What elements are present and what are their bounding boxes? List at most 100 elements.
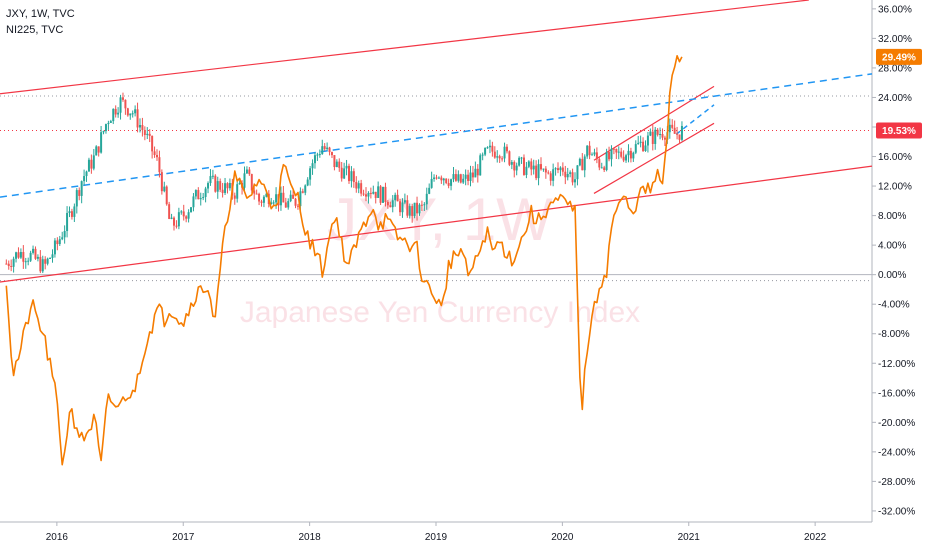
jxy-candle-body: [527, 161, 530, 167]
jxy-candle-body: [559, 167, 562, 171]
y-tick-label: 24.00%: [878, 93, 912, 104]
y-tick-label: -20.00%: [878, 418, 915, 429]
jxy-candle-body: [296, 205, 299, 207]
jxy-candle-body: [627, 150, 630, 156]
jxy-candle-body: [158, 157, 161, 173]
jxy-candle-body: [22, 252, 25, 262]
jxy-candle-body: [399, 201, 402, 213]
jxy-candle-body: [663, 137, 666, 140]
jxy-candle-body: [450, 179, 453, 186]
jxy-candle-body: [668, 124, 671, 133]
jxy-candle-body: [262, 196, 265, 203]
y-tick-label: -12.00%: [878, 359, 915, 370]
jxy-candle-body: [170, 217, 173, 219]
jxy-candle-body: [408, 206, 411, 216]
jxy-candle-body: [423, 204, 426, 206]
jxy-candle-body: [671, 124, 674, 128]
jxy-candle-body: [255, 193, 258, 195]
legend-series-1[interactable]: JXY, 1W, TVC: [6, 8, 75, 20]
y-tick-label: -16.00%: [878, 388, 915, 399]
jxy-candle-body: [649, 131, 652, 136]
jxy-candle-body: [275, 194, 278, 203]
jxy-candle-body: [678, 134, 681, 140]
jxy-candle-body: [104, 124, 107, 132]
jxy-candle-body: [561, 167, 564, 172]
jxy-candle-body: [117, 112, 120, 115]
jxy-candle-body: [362, 193, 365, 195]
jxy-candle-body: [175, 225, 178, 227]
jxy-candle-body: [323, 146, 326, 150]
jxy-candle-body: [413, 202, 416, 216]
jxy-candle-body: [600, 167, 603, 169]
plot-area[interactable]: 36.00%32.00%28.00%24.00%20.00%16.00%12.0…: [0, 0, 915, 543]
jxy-candle-body: [29, 252, 32, 261]
jxy-candle-body: [233, 195, 236, 199]
jxy-candle-body: [532, 165, 535, 170]
y-tick-label: 36.00%: [878, 4, 912, 15]
jxy-candle-body: [522, 157, 525, 175]
y-tick-label: -4.00%: [878, 300, 910, 311]
jxy-candle-body: [620, 151, 623, 157]
jxy-candle-body: [520, 157, 523, 159]
channel-lower-line: [0, 165, 873, 283]
legend-series-2[interactable]: NI225, TVC: [6, 24, 64, 36]
jxy-price-tag-label: 19.53%: [882, 126, 916, 137]
jxy-candle-body: [384, 186, 387, 202]
jxy-candle-body: [442, 178, 445, 181]
jxy-candle-body: [328, 147, 331, 153]
jxy-candle-body: [530, 161, 533, 170]
jxy-candle-body: [109, 121, 112, 123]
jxy-candle-body: [625, 155, 628, 161]
jxy-candle-body: [593, 152, 596, 155]
jxy-candle-body: [644, 145, 647, 151]
jxy-candle-body: [12, 258, 15, 267]
jxy-candle-body: [491, 145, 494, 152]
jxy-candle-body: [343, 168, 346, 179]
jxy-candle-body: [17, 252, 20, 258]
channel-upper-line: [0, 0, 809, 95]
jxy-candle-body: [471, 172, 474, 178]
jxy-candle-body: [515, 165, 518, 171]
jxy-candle-body: [554, 168, 557, 170]
jxy-candle-body: [493, 151, 496, 158]
jxy-candle-body: [197, 190, 200, 200]
jxy-candle-body: [136, 109, 139, 128]
jxy-candle-body: [476, 168, 479, 176]
jxy-candle-body: [313, 155, 316, 164]
jxy-candle-body: [462, 178, 465, 183]
jxy-candle-body: [428, 187, 431, 194]
x-tick-label: 2016: [46, 532, 69, 543]
jxy-candle-body: [19, 252, 22, 258]
jxy-candle-body: [571, 172, 574, 183]
jxy-candle-body: [53, 240, 56, 255]
jxy-candle-body: [425, 193, 428, 205]
y-tick-label: 16.00%: [878, 152, 912, 163]
jxy-candle-body: [603, 167, 606, 171]
jxy-candle-body: [610, 148, 613, 160]
jxy-candle-body: [406, 200, 409, 216]
jxy-candle-body: [279, 192, 282, 206]
jxy-candle-body: [165, 186, 168, 205]
ni225-line: [5, 55, 683, 466]
x-tick-label: 2021: [678, 532, 701, 543]
jxy-candle-body: [557, 168, 560, 171]
jxy-candle-body: [629, 150, 632, 159]
jxy-candle-body: [245, 169, 248, 174]
jxy-candle-body: [112, 108, 115, 122]
jxy-candle-body: [365, 194, 368, 197]
jxy-candle-body: [335, 161, 338, 168]
jxy-candle-body: [294, 198, 297, 206]
jxy-candle-body: [75, 190, 78, 207]
jxy-candle-body: [24, 261, 27, 263]
watermark-symbol: JXY, 1W: [327, 186, 553, 253]
jxy-candle-body: [129, 113, 132, 116]
jxy-candle-body: [207, 183, 210, 189]
jxy-candle-body: [595, 152, 598, 160]
y-tick-label: 8.00%: [878, 211, 906, 222]
jxy-candle-body: [508, 151, 511, 165]
jxy-candle-body: [347, 165, 350, 182]
jxy-candle-body: [513, 162, 516, 171]
jxy-candle-body: [544, 168, 547, 173]
y-tick-label: -28.00%: [878, 477, 915, 488]
